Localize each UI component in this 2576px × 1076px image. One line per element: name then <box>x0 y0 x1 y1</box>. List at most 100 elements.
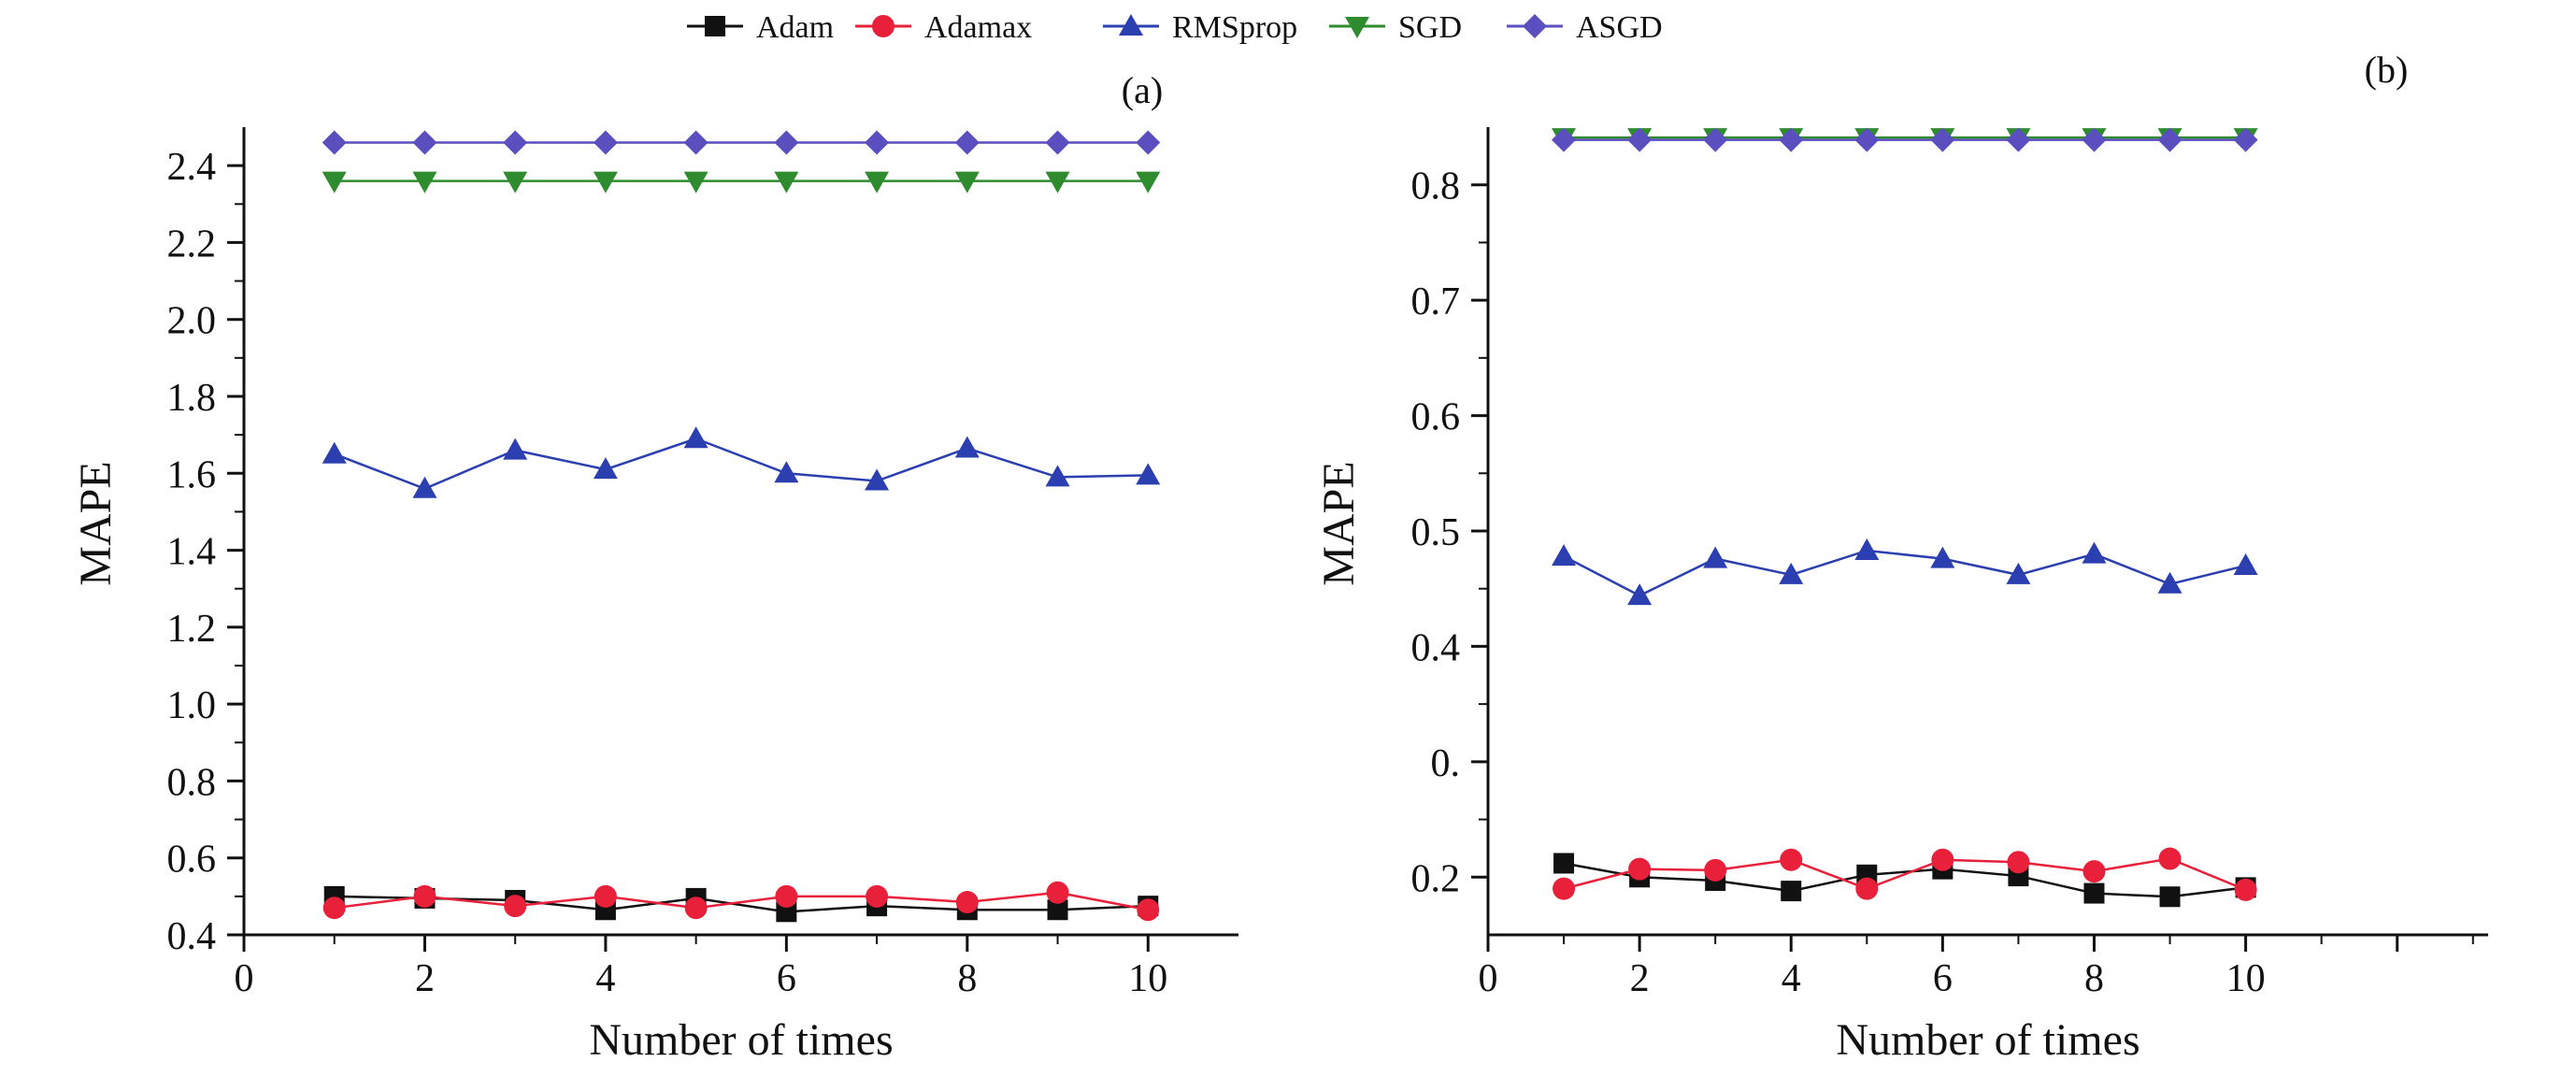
x-ticks: 0 2 4 6 8 10 <box>1479 935 2474 1000</box>
series-adamax <box>322 881 1160 922</box>
x-tick-label: 0 <box>235 957 254 1000</box>
point-rmsprop <box>1627 583 1653 606</box>
point-adam <box>2083 882 2105 904</box>
x-tick-label: 6 <box>777 957 796 1000</box>
y-ticks: 0.2 0. 0.4 0.5 0.6 0.7 0.8 <box>1411 165 1488 900</box>
series-line-rmsprop <box>334 437 1149 491</box>
point-rmsprop <box>1045 465 1070 487</box>
point-asgd <box>1045 130 1070 155</box>
series-rmsprop <box>322 426 1161 498</box>
y-tick-label: 1.0 <box>167 684 217 727</box>
y-tick-label: 2.4 <box>167 146 217 189</box>
point-adamax <box>955 891 979 914</box>
point-adamax <box>1704 858 1727 882</box>
point-adamax <box>1931 848 1954 871</box>
point-asgd <box>1779 127 1804 152</box>
point-adamax <box>1553 877 1576 900</box>
point-asgd <box>2157 127 2182 152</box>
point-sgd <box>683 171 708 194</box>
point-adam <box>1781 881 1802 902</box>
point-adamax <box>866 884 889 908</box>
x-axis-title: Number of times <box>589 1015 893 1065</box>
point-asgd <box>1930 127 1955 152</box>
point-rmsprop <box>1930 546 1955 568</box>
point-rmsprop <box>593 457 618 480</box>
legend-entry-sgd: SGD <box>1329 10 1462 45</box>
y-tick-label: 0.6 <box>167 839 217 882</box>
point-sgd <box>774 171 799 194</box>
x-tick-label: 10 <box>1128 957 1167 1000</box>
y-tick-label: 0.8 <box>1411 165 1461 208</box>
point-asgd <box>2233 127 2258 152</box>
panel-label: (a) <box>1122 69 1163 111</box>
point-rmsprop <box>1779 562 1804 584</box>
y-ticks: 0.4 0.6 0.8 1.0 1.2 1.4 1.6 1.8 2.0 2.2 2.4 <box>167 146 244 958</box>
point-asgd <box>1136 130 1161 155</box>
point-rmsprop <box>954 436 980 458</box>
point-rmsprop <box>865 468 890 491</box>
point-adamax <box>322 897 346 920</box>
series-line-adamax <box>334 891 1149 911</box>
y-tick-label: 0.8 <box>167 761 217 804</box>
point-asgd <box>954 130 980 155</box>
point-sgd <box>1136 171 1161 194</box>
point-asgd <box>2082 127 2107 152</box>
x-tick-label: 2 <box>1630 957 1650 1000</box>
y-tick-label: 0.4 <box>167 915 217 958</box>
point-asgd <box>503 130 528 155</box>
point-adamax <box>1855 877 1879 900</box>
point-adamax <box>684 897 708 920</box>
series-line-adam <box>334 895 1149 913</box>
y-tick-label: 0.2 <box>1411 857 1461 900</box>
point-adamax <box>1046 881 1069 904</box>
y-axis-title: MAPE <box>1314 461 1364 585</box>
series-rmsprop <box>1552 538 2258 606</box>
legend-entry-rmsprop: RMSprop <box>1103 10 1297 45</box>
panel-label: (b) <box>2365 49 2409 91</box>
y-tick-label: 1.4 <box>167 531 217 574</box>
legend-label: RMSprop <box>1172 10 1297 45</box>
point-sgd <box>322 171 347 194</box>
point-adamax <box>594 884 617 908</box>
point-adam <box>776 901 797 923</box>
x-tick-label: 8 <box>2084 957 2104 1000</box>
point-asgd <box>1854 127 1880 152</box>
point-asgd <box>2006 127 2031 152</box>
legend-label: ASGD <box>1576 10 1663 45</box>
point-asgd <box>412 130 437 155</box>
point-rmsprop <box>1703 546 1728 568</box>
point-rmsprop <box>503 438 528 460</box>
point-rmsprop <box>2233 553 2258 576</box>
point-rmsprop <box>1854 538 1880 560</box>
axes: 0 2 4 6 8 10 0.2 0. 0.4 0.5 0.6 0.7 0.8 <box>1411 127 2488 1000</box>
y-tick-label: 0.5 <box>1411 511 1461 554</box>
panel-a: 0 2 4 6 8 10 0.4 0.6 0.8 1.0 1.2 1.4 1.6 1.8 2.0 2.2 2.4… <box>71 69 1238 1065</box>
legend: Adam Adamax RMSprop SGD ASGD <box>687 10 1663 45</box>
point-sgd <box>503 171 528 194</box>
point-rmsprop <box>322 441 347 464</box>
series-line-rmsprop <box>1563 549 2246 597</box>
panel-b: 0 2 4 6 8 10 0.2 0. 0.4 0.5 0.6 0.7 0.8 MAPE Number of… <box>1314 49 2488 1065</box>
x-ticks: 0 2 4 6 8 10 <box>235 935 1167 1000</box>
y-tick-label: 2.0 <box>167 300 217 343</box>
legend-marker <box>1523 14 1547 38</box>
legend-label: Adamax <box>924 10 1032 45</box>
point-asgd <box>774 130 799 155</box>
x-axis-title: Number of times <box>1836 1015 2140 1065</box>
x-tick-label: 10 <box>2226 957 2266 1000</box>
point-asgd <box>683 130 708 155</box>
legend-label: SGD <box>1398 10 1462 45</box>
series-asgd <box>322 130 1161 155</box>
point-adamax <box>2234 878 2257 901</box>
point-adamax <box>2082 860 2106 883</box>
point-adam <box>2159 886 2181 908</box>
point-asgd <box>322 130 347 155</box>
point-adamax <box>413 884 436 908</box>
y-tick-label: 2.2 <box>167 222 217 265</box>
point-adam <box>1047 899 1068 921</box>
point-sgd <box>593 171 618 194</box>
point-rmsprop <box>1136 463 1161 485</box>
x-tick-label: 4 <box>595 957 615 1000</box>
series-line-adam <box>1563 862 2246 898</box>
